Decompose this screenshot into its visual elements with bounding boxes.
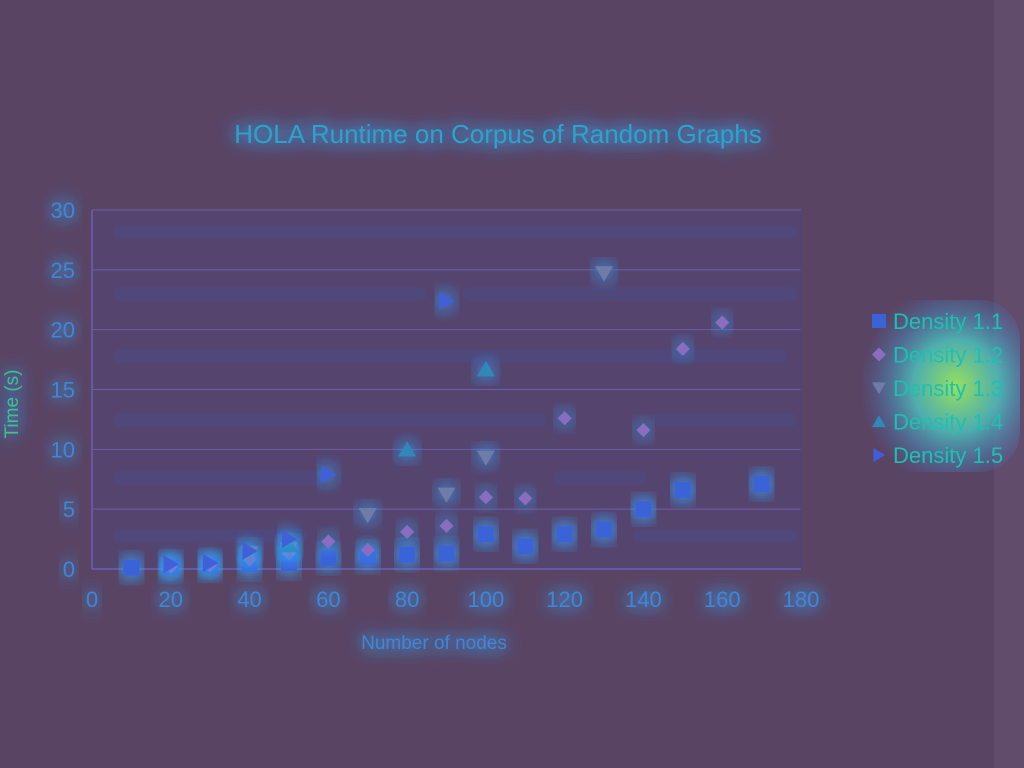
legend-item: Density 1.2 bbox=[872, 343, 1003, 368]
x-tick-label: 160 bbox=[704, 587, 741, 612]
data-point bbox=[438, 545, 455, 562]
data-points bbox=[123, 266, 770, 576]
legend-label: Density 1.3 bbox=[893, 376, 1003, 401]
y-tick-label: 20 bbox=[51, 318, 75, 343]
legend-label: Density 1.4 bbox=[893, 410, 1003, 435]
legend-marker bbox=[872, 415, 886, 428]
x-tick-label: 140 bbox=[625, 587, 662, 612]
data-point bbox=[437, 487, 456, 503]
legend-item: Density 1.4 bbox=[872, 410, 1003, 435]
data-point bbox=[518, 491, 533, 506]
tick-labels: 0 20 40 60 80 100 120 140 160 180 0 5 10 15 20 25 30 bbox=[51, 198, 820, 612]
data-point bbox=[517, 538, 534, 555]
data-point bbox=[476, 361, 495, 377]
x-tick-label: 80 bbox=[395, 587, 419, 612]
data-point bbox=[753, 476, 770, 493]
data-point bbox=[398, 441, 417, 457]
legend-marker bbox=[873, 448, 886, 462]
chart-title: HOLA Runtime on Corpus of Random Graphs bbox=[234, 119, 761, 149]
data-point bbox=[557, 411, 572, 426]
legend-label: Density 1.2 bbox=[893, 343, 1003, 368]
data-point bbox=[439, 518, 454, 533]
data-point bbox=[242, 542, 258, 561]
legend: Density 1.1 Density 1.2 Density 1.3 Density… bbox=[860, 300, 1020, 472]
data-point bbox=[202, 554, 219, 573]
legend-item: Density 1.1 bbox=[872, 309, 1003, 334]
y-axis-label: Time (s) bbox=[2, 370, 23, 439]
data-point bbox=[400, 524, 415, 539]
data-point bbox=[595, 266, 614, 282]
data-point bbox=[556, 526, 573, 543]
data-point bbox=[360, 542, 375, 557]
series-density-1-5 bbox=[163, 291, 455, 574]
data-point bbox=[281, 530, 298, 549]
legend-marker bbox=[872, 314, 886, 328]
x-tick-label: 120 bbox=[546, 587, 583, 612]
x-tick-label: 40 bbox=[237, 587, 261, 612]
data-point bbox=[320, 550, 337, 567]
legend-item: Density 1.3 bbox=[872, 376, 1003, 401]
y-tick-label: 0 bbox=[63, 557, 75, 582]
legend-marker bbox=[872, 347, 886, 362]
data-point bbox=[359, 549, 376, 566]
data-point bbox=[596, 521, 613, 538]
x-tick-label: 60 bbox=[316, 587, 340, 612]
x-tick-label: 0 bbox=[86, 587, 98, 612]
data-point bbox=[163, 555, 179, 574]
y-tick-label: 5 bbox=[63, 497, 75, 522]
series-density-1-4 bbox=[279, 361, 495, 553]
x-axis-label: Number of nodes bbox=[361, 633, 507, 654]
data-point bbox=[674, 482, 691, 499]
legend-background bbox=[860, 300, 1020, 472]
data-point bbox=[635, 501, 652, 518]
y-tick-label: 15 bbox=[51, 378, 75, 403]
y-tick-label: 25 bbox=[51, 258, 75, 283]
data-point bbox=[279, 536, 298, 553]
x-tick-label: 20 bbox=[159, 587, 183, 612]
data-point bbox=[358, 507, 377, 524]
legend-label: Density 1.1 bbox=[893, 309, 1003, 334]
data-point bbox=[636, 423, 651, 438]
data-point bbox=[123, 559, 140, 576]
data-point bbox=[399, 546, 416, 563]
y-tick-label: 30 bbox=[51, 198, 75, 223]
data-point bbox=[321, 465, 337, 484]
gridlines bbox=[92, 209, 801, 510]
y-tick-label: 10 bbox=[51, 437, 75, 462]
data-point bbox=[280, 555, 297, 572]
x-tick-label: 180 bbox=[783, 587, 820, 612]
data-point bbox=[439, 291, 455, 310]
x-tick-label: 100 bbox=[468, 587, 505, 612]
data-point bbox=[478, 490, 493, 505]
legend-label: Density 1.5 bbox=[893, 443, 1003, 468]
data-point bbox=[675, 341, 690, 356]
data-point bbox=[477, 526, 494, 543]
legend-marker bbox=[872, 382, 886, 395]
data-point bbox=[715, 315, 730, 330]
data-point bbox=[321, 534, 336, 549]
data-point bbox=[476, 450, 495, 466]
legend-item: Density 1.5 bbox=[873, 443, 1003, 468]
